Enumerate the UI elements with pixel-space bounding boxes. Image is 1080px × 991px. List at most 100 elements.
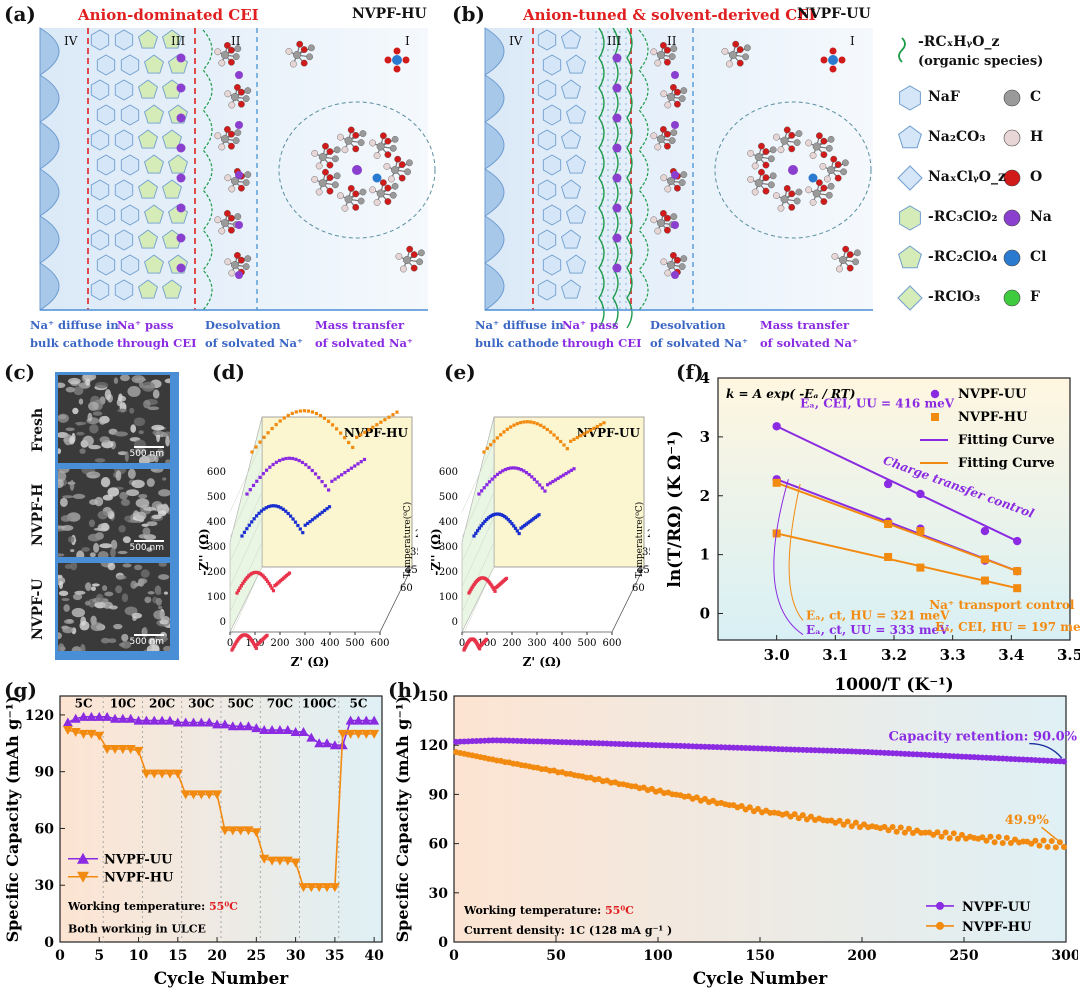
cl-atom	[808, 173, 818, 183]
stage-caption: through CEI	[562, 336, 642, 350]
eis-point-20C	[322, 416, 327, 420]
grid-line	[229, 516, 263, 588]
series-line	[67, 716, 375, 747]
plot-area	[453, 695, 1067, 943]
panel-label-b: (b)	[452, 2, 485, 26]
eis-point-20C	[391, 413, 395, 417]
sem-particle	[152, 429, 163, 436]
sem-particle	[85, 378, 91, 386]
eis-point-20C	[334, 427, 339, 431]
data-point-hu	[848, 823, 855, 830]
sem-particle	[101, 522, 110, 532]
cei-crystal	[560, 79, 582, 99]
eis-point-35C	[494, 512, 498, 516]
sem-particle	[94, 458, 106, 463]
molecule-atom	[326, 148, 334, 155]
annotation-arrow	[788, 483, 804, 621]
sem-particle	[99, 543, 113, 549]
rate-label: 50C	[228, 696, 254, 710]
molecule-atom	[398, 161, 406, 169]
cei-crystal	[120, 54, 140, 76]
data-point-hu	[980, 576, 989, 585]
data-point-uu	[172, 717, 183, 727]
eis-point-35C	[240, 534, 244, 538]
eis-point-20C	[387, 415, 391, 419]
molecule-atom	[783, 185, 791, 192]
rate-capability-chart: 5C 10C 20C 30C 50C 70C 100C 5C 0 5 10 15 20 25 30 35 40 0…	[3, 695, 384, 989]
sem-particle	[71, 607, 86, 618]
eis-point-45C	[271, 589, 276, 593]
eis-point-20C	[489, 443, 493, 447]
plot-area	[717, 377, 1071, 641]
data-point-hu	[259, 854, 270, 864]
na-ion	[788, 165, 798, 175]
eis-point-60C	[254, 646, 258, 650]
stage-caption: Na⁺ pass	[562, 318, 619, 332]
legend-atom-icon	[1003, 289, 1021, 307]
x-tick-label: 5	[94, 948, 104, 964]
eis-point-20C	[306, 409, 310, 413]
eis-point-45C	[268, 584, 273, 588]
data-point-hu	[298, 883, 309, 893]
x-axis-label: Z' (Ω)	[291, 655, 330, 669]
molecule-atom	[758, 168, 765, 176]
molecule-atom	[650, 216, 658, 224]
x-axis-label: 1000/T (K⁻¹)	[834, 675, 953, 695]
temperature-tick-label: 35	[410, 547, 418, 558]
eis-point-25C	[304, 463, 308, 467]
sem-image-nvpf-h: 500 nm	[58, 469, 170, 557]
sem-particle	[89, 423, 99, 434]
legend-shape-icon	[897, 165, 923, 191]
eis-point-25C	[353, 464, 357, 468]
sem-particle	[79, 448, 86, 454]
eis-point-20C	[505, 427, 509, 431]
x-tick-label: 0	[449, 948, 459, 964]
eis-point-25C	[564, 471, 568, 476]
arrhenius-chart: 3.0 3.1 3.2 3.3 3.4 3.5 0 1 2 3 4 1000/T (K⁻¹) ln(T/…	[665, 369, 1080, 695]
molecule-atom	[410, 264, 418, 272]
eis-point-35C	[308, 519, 312, 524]
grid-line	[229, 491, 263, 563]
molecule-atom	[762, 161, 770, 169]
sem-particle	[114, 431, 128, 437]
legend-shape-icon	[898, 125, 922, 149]
eis-point-35C	[301, 531, 305, 535]
x-tick-label: 100	[643, 948, 672, 964]
cei-crystal	[137, 79, 159, 99]
eis-point-35C	[476, 529, 480, 533]
molecule-atom	[660, 174, 668, 182]
data-point-uu	[86, 711, 97, 721]
eis-point-25C	[356, 462, 360, 466]
sem-particle	[138, 578, 148, 584]
na-ion	[671, 121, 679, 129]
molecule-atom	[296, 40, 304, 48]
panel-label-g: (g)	[4, 678, 37, 702]
x-tick-label: 25	[247, 948, 266, 964]
rate-label: 5C	[75, 696, 93, 710]
eis-point-25C	[538, 483, 542, 487]
molecule-atom	[337, 192, 344, 200]
x-tick-label: 600	[370, 638, 389, 649]
sem-particle	[153, 610, 165, 620]
na-ion	[612, 203, 622, 213]
data-point-hu	[227, 826, 238, 836]
legend-shape-icon	[899, 205, 921, 231]
molecule-atom	[667, 176, 676, 185]
eis-point-35C	[472, 534, 476, 538]
data-point-uu	[117, 713, 128, 723]
grid-line	[229, 566, 263, 638]
data-point-hu	[196, 790, 207, 800]
molecule-atom	[326, 161, 334, 169]
rate-label: 30C	[188, 696, 214, 710]
molecule-atom	[224, 174, 232, 182]
eis-point-25C	[556, 476, 560, 480]
sem-particle	[58, 448, 62, 454]
sem-particle	[131, 612, 143, 619]
molecule-atom	[315, 188, 323, 196]
legend-organic: -RCₓHᵧO_z	[918, 34, 1000, 50]
eis-point-20C	[379, 420, 383, 424]
eis-point-35C	[250, 520, 254, 524]
data-point-uu	[243, 721, 254, 731]
data-point-hu	[885, 827, 892, 834]
molecule-atom	[812, 142, 821, 151]
